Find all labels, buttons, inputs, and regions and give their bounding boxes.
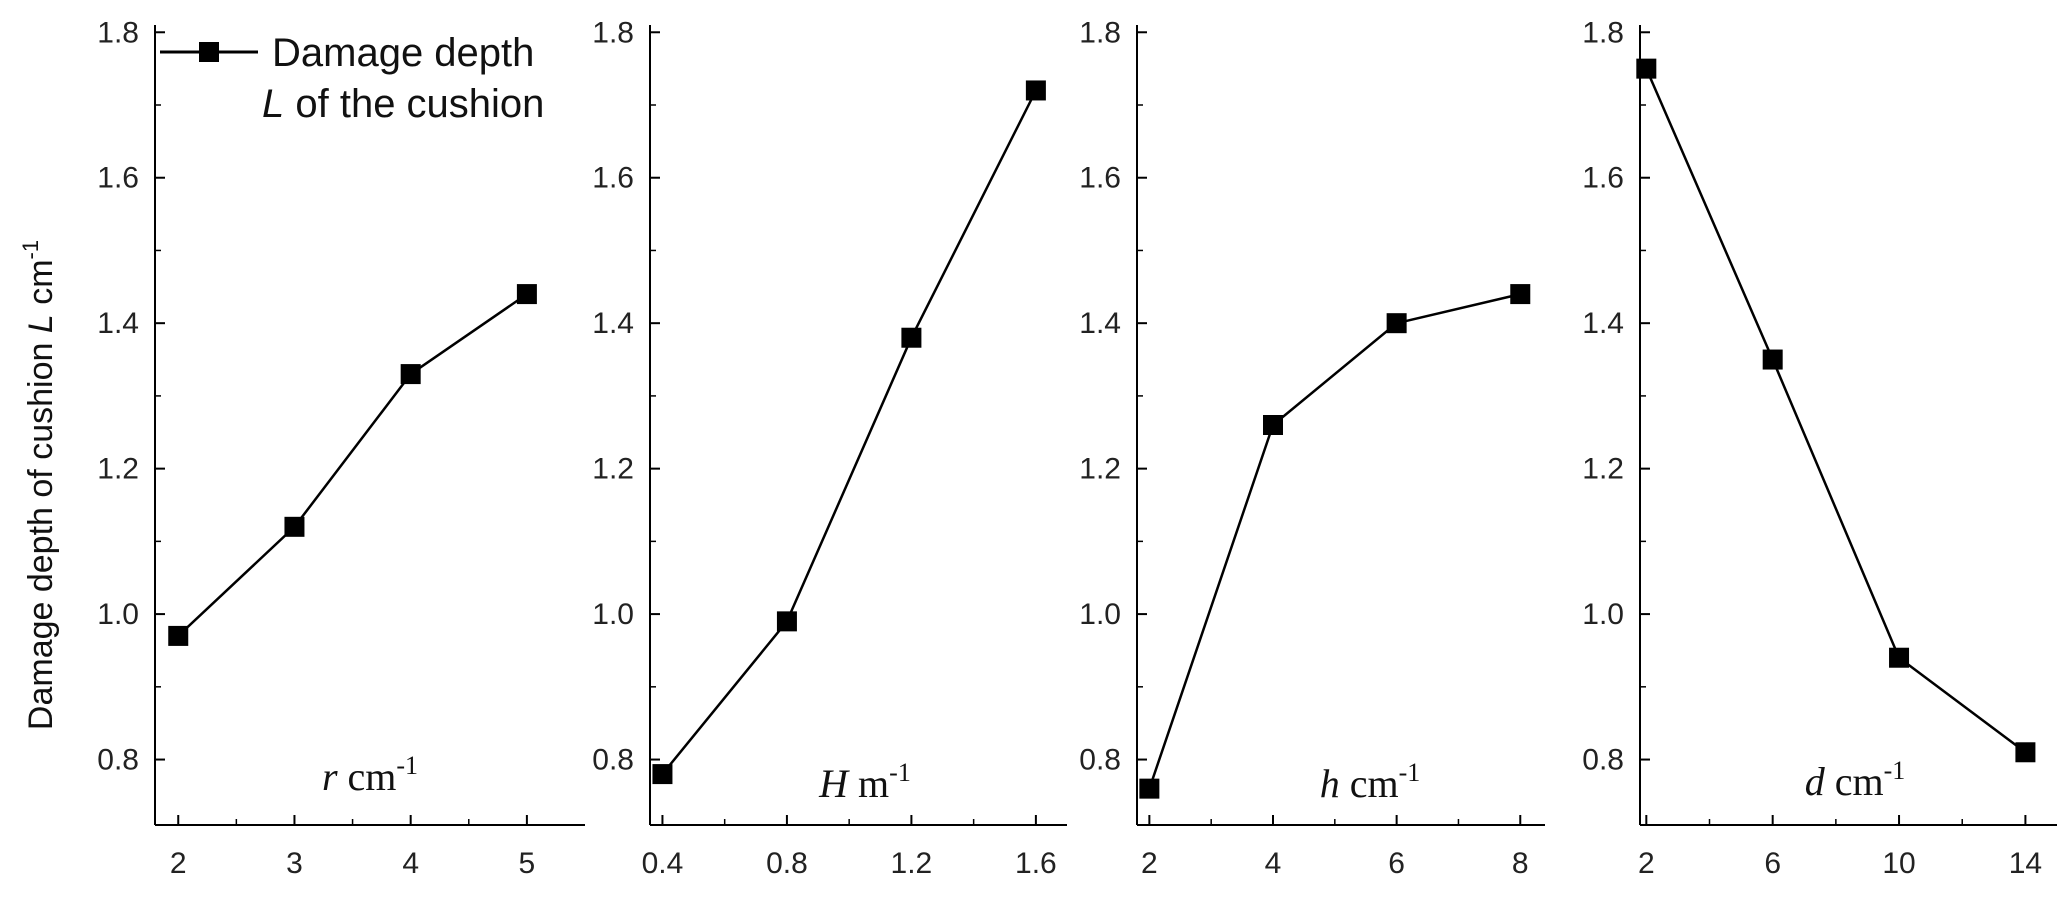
data-point [168,625,189,646]
y-tick-label: 1.0 [1582,598,1624,631]
series-line [1148,292,1521,790]
x-tick-label: 1.2 [891,847,933,880]
x-axis-title-exp: -1 [396,751,418,780]
data-point [1386,313,1407,334]
data-point [1139,778,1160,799]
x-tick-label: 14 [2009,847,2042,880]
series-line [177,293,528,637]
x-axis-title-unit: cm [338,754,397,799]
data-point [652,764,673,785]
legend: Damage depth L of the cushion [160,31,544,126]
y-tick-label: 1.8 [1079,16,1121,49]
y-tick-label: 1.6 [1582,162,1624,195]
y-axis-title-text: Damage depth of cushion [22,333,60,730]
x-axis-title-unit: cm [1825,759,1884,804]
y-axis-title-var: L [22,314,60,333]
x-tick-label: 1.6 [1015,847,1057,880]
panel-1: 0.8 1.0 1.2 1.4 1.6 1.8 2 3 4 5 r cm-1 [97,16,585,880]
x-tick-label: 2 [170,847,187,880]
x-axis-title-var: r [322,754,338,799]
x-tick-label: 5 [519,847,536,880]
x-axis-title-var: d [1805,759,1826,804]
y-tick-label: 1.4 [1582,307,1624,340]
y-tick-label: 1.0 [1079,598,1121,631]
x-axis-title-unit: m [848,761,889,806]
x-tick-label: 4 [1265,847,1282,880]
y-tick-label: 0.8 [592,744,634,777]
x-axis-title-exp: -1 [1884,756,1906,785]
data-point [1263,415,1283,435]
y-tick-label: 1.2 [97,453,139,486]
panel-4: 0.8 1.0 1.2 1.4 1.6 1.8 2 6 10 14 d cm-1 [1582,16,2057,880]
y-tick-label: 1.2 [1582,453,1624,486]
x-axis-title: d cm-1 [1805,756,1906,804]
legend-label-line2: L of the cushion [262,82,544,126]
y-tick-label: 0.8 [97,744,139,777]
y-axis-title: Damage depth of cushion L cm-1 [18,240,60,730]
x-axis-title-unit: cm [1340,761,1399,806]
data-point [1510,284,1531,305]
y-tick-label: 1.8 [97,16,139,49]
data-point [1636,58,1657,79]
y-tick-label: 1.8 [592,16,634,49]
series-line [1645,68,2027,754]
x-tick-label: 0.4 [642,847,684,880]
y-tick-label: 1.2 [592,453,634,486]
x-axis-title: H m-1 [818,758,911,806]
data-point [1025,80,1046,101]
data-point [776,611,797,632]
panel-3: 0.8 1.0 1.2 1.4 1.6 1.8 2 4 6 8 h cm-1 [1079,16,1545,880]
data-point [1889,647,1910,668]
y-tick-label: 1.6 [97,162,139,195]
y-tick-label: 0.8 [1079,744,1121,777]
x-tick-label: 3 [286,847,303,880]
data-point [901,327,922,348]
y-tick-label: 1.2 [1079,453,1121,486]
y-tick-label: 1.6 [1079,162,1121,195]
legend-label-rest: of the cushion [284,82,544,126]
y-tick-label: 0.8 [1582,744,1624,777]
data-point [2015,742,2036,763]
data-point [1762,349,1783,370]
legend-label-line1: Damage depth [272,31,534,75]
legend-label-var: L [262,82,284,126]
y-tick-label: 1.8 [1582,16,1624,49]
y-tick-label: 1.6 [592,162,634,195]
x-tick-label: 6 [1388,847,1405,880]
x-tick-label: 10 [1882,847,1915,880]
x-tick-label: 8 [1512,847,1529,880]
y-tick-label: 1.4 [97,307,139,340]
x-tick-label: 6 [1764,847,1781,880]
x-tick-label: 2 [1141,847,1158,880]
y-tick-label: 1.0 [592,598,634,631]
x-axis-title: h cm-1 [1320,758,1421,806]
x-axis-title-var: H [818,761,850,806]
y-tick-label: 1.4 [1079,307,1121,340]
panels: 0.81.01.21.41.61.82 3 4 5r cm-1 0.81.01.21.4… [97,16,2057,880]
x-tick-label: 2 [1638,847,1655,880]
x-axis-title-exp: -1 [889,758,911,787]
y-tick-label: 1.4 [592,307,634,340]
y-tick-label: 1.0 [97,598,139,631]
x-axis-title-var: h [1320,761,1340,806]
panel-2: 0.8 1.0 1.2 1.4 1.6 1.8 0.4 0.8 1.2 1.6 H m-1 [592,16,1067,880]
y-axis-title-exp: -1 [18,240,43,260]
x-tick-label: 4 [402,847,419,880]
data-point [516,284,537,305]
x-axis-title: r cm-1 [322,751,418,799]
series-line [661,89,1038,775]
legend-marker-sample [199,42,219,62]
data-point [400,364,421,385]
x-tick-label: 0.8 [766,847,808,880]
y-axis-title-unit: cm [22,259,60,314]
data-point [284,516,305,537]
x-axis-title-exp: -1 [1399,758,1421,787]
